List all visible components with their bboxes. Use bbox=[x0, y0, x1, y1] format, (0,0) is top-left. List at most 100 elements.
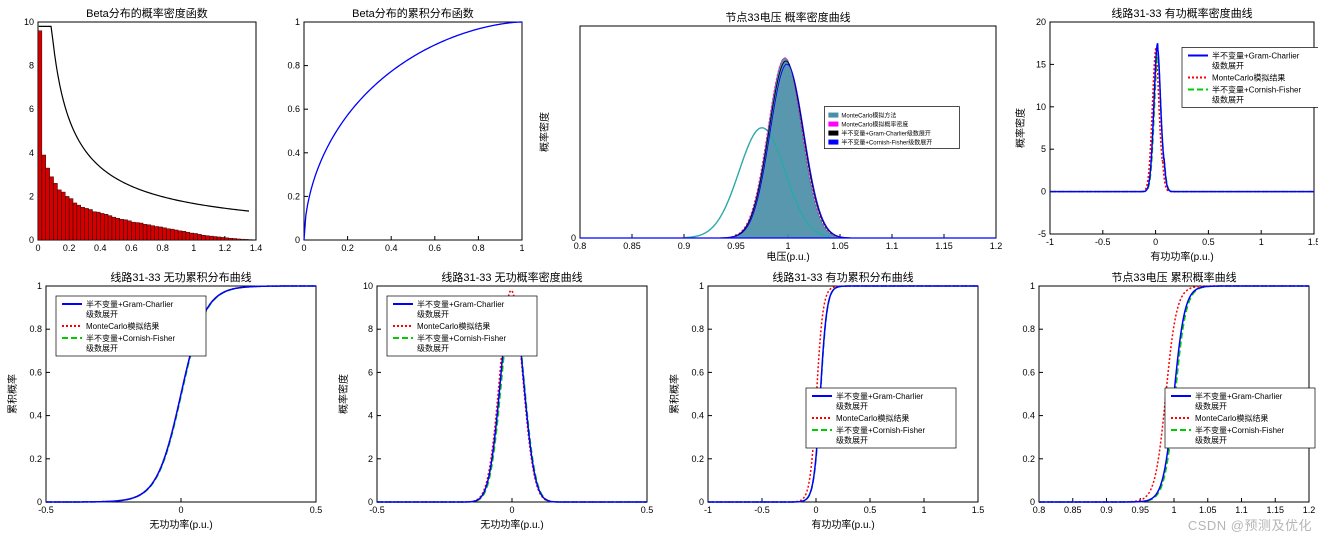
svg-text:1.4: 1.4 bbox=[250, 243, 263, 253]
svg-text:1: 1 bbox=[295, 17, 300, 27]
svg-text:半不变量+Cornish-Fisher: 半不变量+Cornish-Fisher bbox=[836, 425, 925, 435]
svg-text:MonteCarlo模拟结果: MonteCarlo模拟结果 bbox=[417, 321, 490, 331]
svg-text:0: 0 bbox=[295, 235, 300, 245]
svg-text:MonteCarlo模拟结果: MonteCarlo模拟结果 bbox=[1212, 72, 1285, 82]
svg-text:级数展开: 级数展开 bbox=[836, 435, 868, 445]
svg-text:级数展开: 级数展开 bbox=[417, 309, 449, 319]
svg-text:级数展开: 级数展开 bbox=[1195, 435, 1227, 445]
svg-text:半不变量+Cornish-Fisher: 半不变量+Cornish-Fisher bbox=[86, 333, 175, 343]
svg-text:0.85: 0.85 bbox=[623, 241, 641, 251]
svg-text:半不变量+Gram-Charlier: 半不变量+Gram-Charlier bbox=[836, 391, 924, 401]
svg-text:级数展开: 级数展开 bbox=[1195, 401, 1227, 411]
svg-text:10: 10 bbox=[1036, 102, 1046, 112]
svg-text:概率密度: 概率密度 bbox=[337, 374, 350, 414]
svg-text:1.2: 1.2 bbox=[219, 243, 232, 253]
svg-text:0.6: 0.6 bbox=[1022, 367, 1035, 377]
svg-text:概率密度: 概率密度 bbox=[538, 112, 551, 152]
svg-text:1: 1 bbox=[1259, 237, 1264, 247]
svg-text:线路31-33 无功概率密度曲线: 线路31-33 无功概率密度曲线 bbox=[441, 270, 582, 284]
svg-text:1: 1 bbox=[785, 241, 790, 251]
svg-text:0: 0 bbox=[1041, 187, 1046, 197]
svg-text:10: 10 bbox=[363, 281, 373, 291]
svg-text:累积概率: 累积概率 bbox=[668, 374, 681, 414]
svg-text:1: 1 bbox=[37, 281, 42, 291]
svg-text:8: 8 bbox=[368, 324, 373, 334]
svg-text:1: 1 bbox=[519, 243, 524, 253]
svg-text:20: 20 bbox=[1036, 17, 1046, 27]
svg-text:1: 1 bbox=[921, 505, 926, 515]
svg-text:1.15: 1.15 bbox=[935, 241, 953, 251]
svg-text:0: 0 bbox=[1153, 237, 1158, 247]
svg-text:线路31-33 有功累积分布曲线: 线路31-33 有功累积分布曲线 bbox=[772, 270, 913, 284]
svg-text:0.2: 0.2 bbox=[341, 243, 354, 253]
svg-text:10: 10 bbox=[24, 17, 34, 27]
svg-text:0: 0 bbox=[571, 233, 576, 243]
svg-text:0.8: 0.8 bbox=[29, 324, 42, 334]
svg-text:0.4: 0.4 bbox=[287, 148, 300, 158]
svg-text:1.2: 1.2 bbox=[990, 241, 1003, 251]
svg-text:1.05: 1.05 bbox=[831, 241, 849, 251]
svg-text:1.1: 1.1 bbox=[1235, 505, 1248, 515]
svg-text:1: 1 bbox=[1030, 281, 1035, 291]
svg-text:0: 0 bbox=[1030, 497, 1035, 507]
svg-text:半不变量+Cornish-Fisher: 半不变量+Cornish-Fisher bbox=[1212, 84, 1301, 94]
svg-text:0.5: 0.5 bbox=[1202, 237, 1215, 247]
svg-text:0.4: 0.4 bbox=[1022, 411, 1035, 421]
svg-text:5: 5 bbox=[1041, 144, 1046, 154]
svg-text:半不变量+Gram-Charlier: 半不变量+Gram-Charlier bbox=[417, 299, 505, 309]
svg-text:节点33电压 累积概率曲线: 节点33电压 累积概率曲线 bbox=[1111, 270, 1236, 284]
svg-text:0: 0 bbox=[35, 243, 40, 253]
svg-text:0.8: 0.8 bbox=[472, 243, 485, 253]
svg-text:2: 2 bbox=[368, 454, 373, 464]
svg-text:1.2: 1.2 bbox=[1303, 505, 1316, 515]
panel-node33-voltage-pdf: 0.80.850.90.9511.051.11.151.20节点33电压 概率密… bbox=[536, 4, 1006, 264]
svg-text:级数展开: 级数展开 bbox=[417, 343, 449, 353]
svg-text:0: 0 bbox=[29, 235, 34, 245]
svg-text:有功功率(p.u.): 有功功率(p.u.) bbox=[1150, 250, 1213, 263]
svg-text:MonteCarlo模拟结果: MonteCarlo模拟结果 bbox=[836, 413, 909, 423]
svg-text:节点33电压 概率密度曲线: 节点33电压 概率密度曲线 bbox=[725, 10, 850, 24]
svg-text:0: 0 bbox=[37, 497, 42, 507]
svg-text:-5: -5 bbox=[1038, 229, 1046, 239]
svg-text:0.9: 0.9 bbox=[1100, 505, 1113, 515]
svg-text:8: 8 bbox=[29, 61, 34, 71]
svg-text:级数展开: 级数展开 bbox=[836, 401, 868, 411]
svg-text:MonteCarlo模拟结果: MonteCarlo模拟结果 bbox=[1195, 413, 1268, 423]
svg-text:0.95: 0.95 bbox=[1131, 505, 1149, 515]
svg-text:MonteCarlo模拟概率密度: MonteCarlo模拟概率密度 bbox=[841, 121, 908, 129]
svg-text:累积概率: 累积概率 bbox=[6, 374, 19, 414]
svg-text:0: 0 bbox=[699, 497, 704, 507]
svg-text:概率密度: 概率密度 bbox=[1014, 108, 1027, 148]
svg-text:0.4: 0.4 bbox=[94, 243, 107, 253]
panel-line3133-reactive-cdf: -0.500.500.20.40.60.81线路31-33 无功累积分布曲线无功… bbox=[4, 268, 329, 536]
svg-text:0.8: 0.8 bbox=[1022, 324, 1035, 334]
svg-text:级数展开: 级数展开 bbox=[1212, 94, 1244, 104]
svg-text:6: 6 bbox=[368, 367, 373, 377]
svg-text:6: 6 bbox=[29, 104, 34, 114]
svg-text:15: 15 bbox=[1036, 59, 1046, 69]
svg-text:0.6: 0.6 bbox=[29, 367, 42, 377]
svg-text:-0.5: -0.5 bbox=[754, 505, 770, 515]
svg-text:0.85: 0.85 bbox=[1064, 505, 1082, 515]
svg-text:0.2: 0.2 bbox=[287, 191, 300, 201]
svg-text:-1: -1 bbox=[704, 505, 712, 515]
svg-text:半不变量+Gram-Charlier级数展开: 半不变量+Gram-Charlier级数展开 bbox=[841, 130, 931, 138]
svg-text:0.2: 0.2 bbox=[691, 454, 704, 464]
svg-text:1.5: 1.5 bbox=[972, 505, 985, 515]
svg-text:0.6: 0.6 bbox=[691, 367, 704, 377]
panel-line3133-active-cdf: -1-0.500.511.500.20.40.60.81线路31-33 有功累积… bbox=[666, 268, 991, 536]
svg-text:无功功率(p.u.): 无功功率(p.u.) bbox=[480, 518, 543, 531]
svg-text:半不变量+Gram-Charlier: 半不变量+Gram-Charlier bbox=[1195, 391, 1283, 401]
svg-text:1.15: 1.15 bbox=[1266, 505, 1284, 515]
svg-text:级数展开: 级数展开 bbox=[1212, 60, 1244, 70]
panel-line3133-active-pdf: -1-0.500.511.5-505101520线路31-33 有功概率密度曲线… bbox=[1012, 4, 1318, 264]
svg-text:Beta分布的累积分布函数: Beta分布的累积分布函数 bbox=[352, 6, 474, 20]
svg-text:有功功率(p.u.): 有功功率(p.u.) bbox=[811, 518, 874, 531]
svg-text:0.8: 0.8 bbox=[156, 243, 169, 253]
panel-beta-cdf: 00.20.40.60.8100.20.40.60.81Beta分布的累积分布函… bbox=[270, 4, 530, 264]
svg-text:-1: -1 bbox=[1046, 237, 1054, 247]
svg-text:MonteCarlo模拟方法: MonteCarlo模拟方法 bbox=[841, 112, 896, 120]
svg-text:级数展开: 级数展开 bbox=[86, 309, 118, 319]
svg-text:无功功率(p.u.): 无功功率(p.u.) bbox=[149, 518, 212, 531]
chart-grid: 00.20.40.60.811.21.40246810Beta分布的概率密度函数… bbox=[4, 4, 1314, 536]
